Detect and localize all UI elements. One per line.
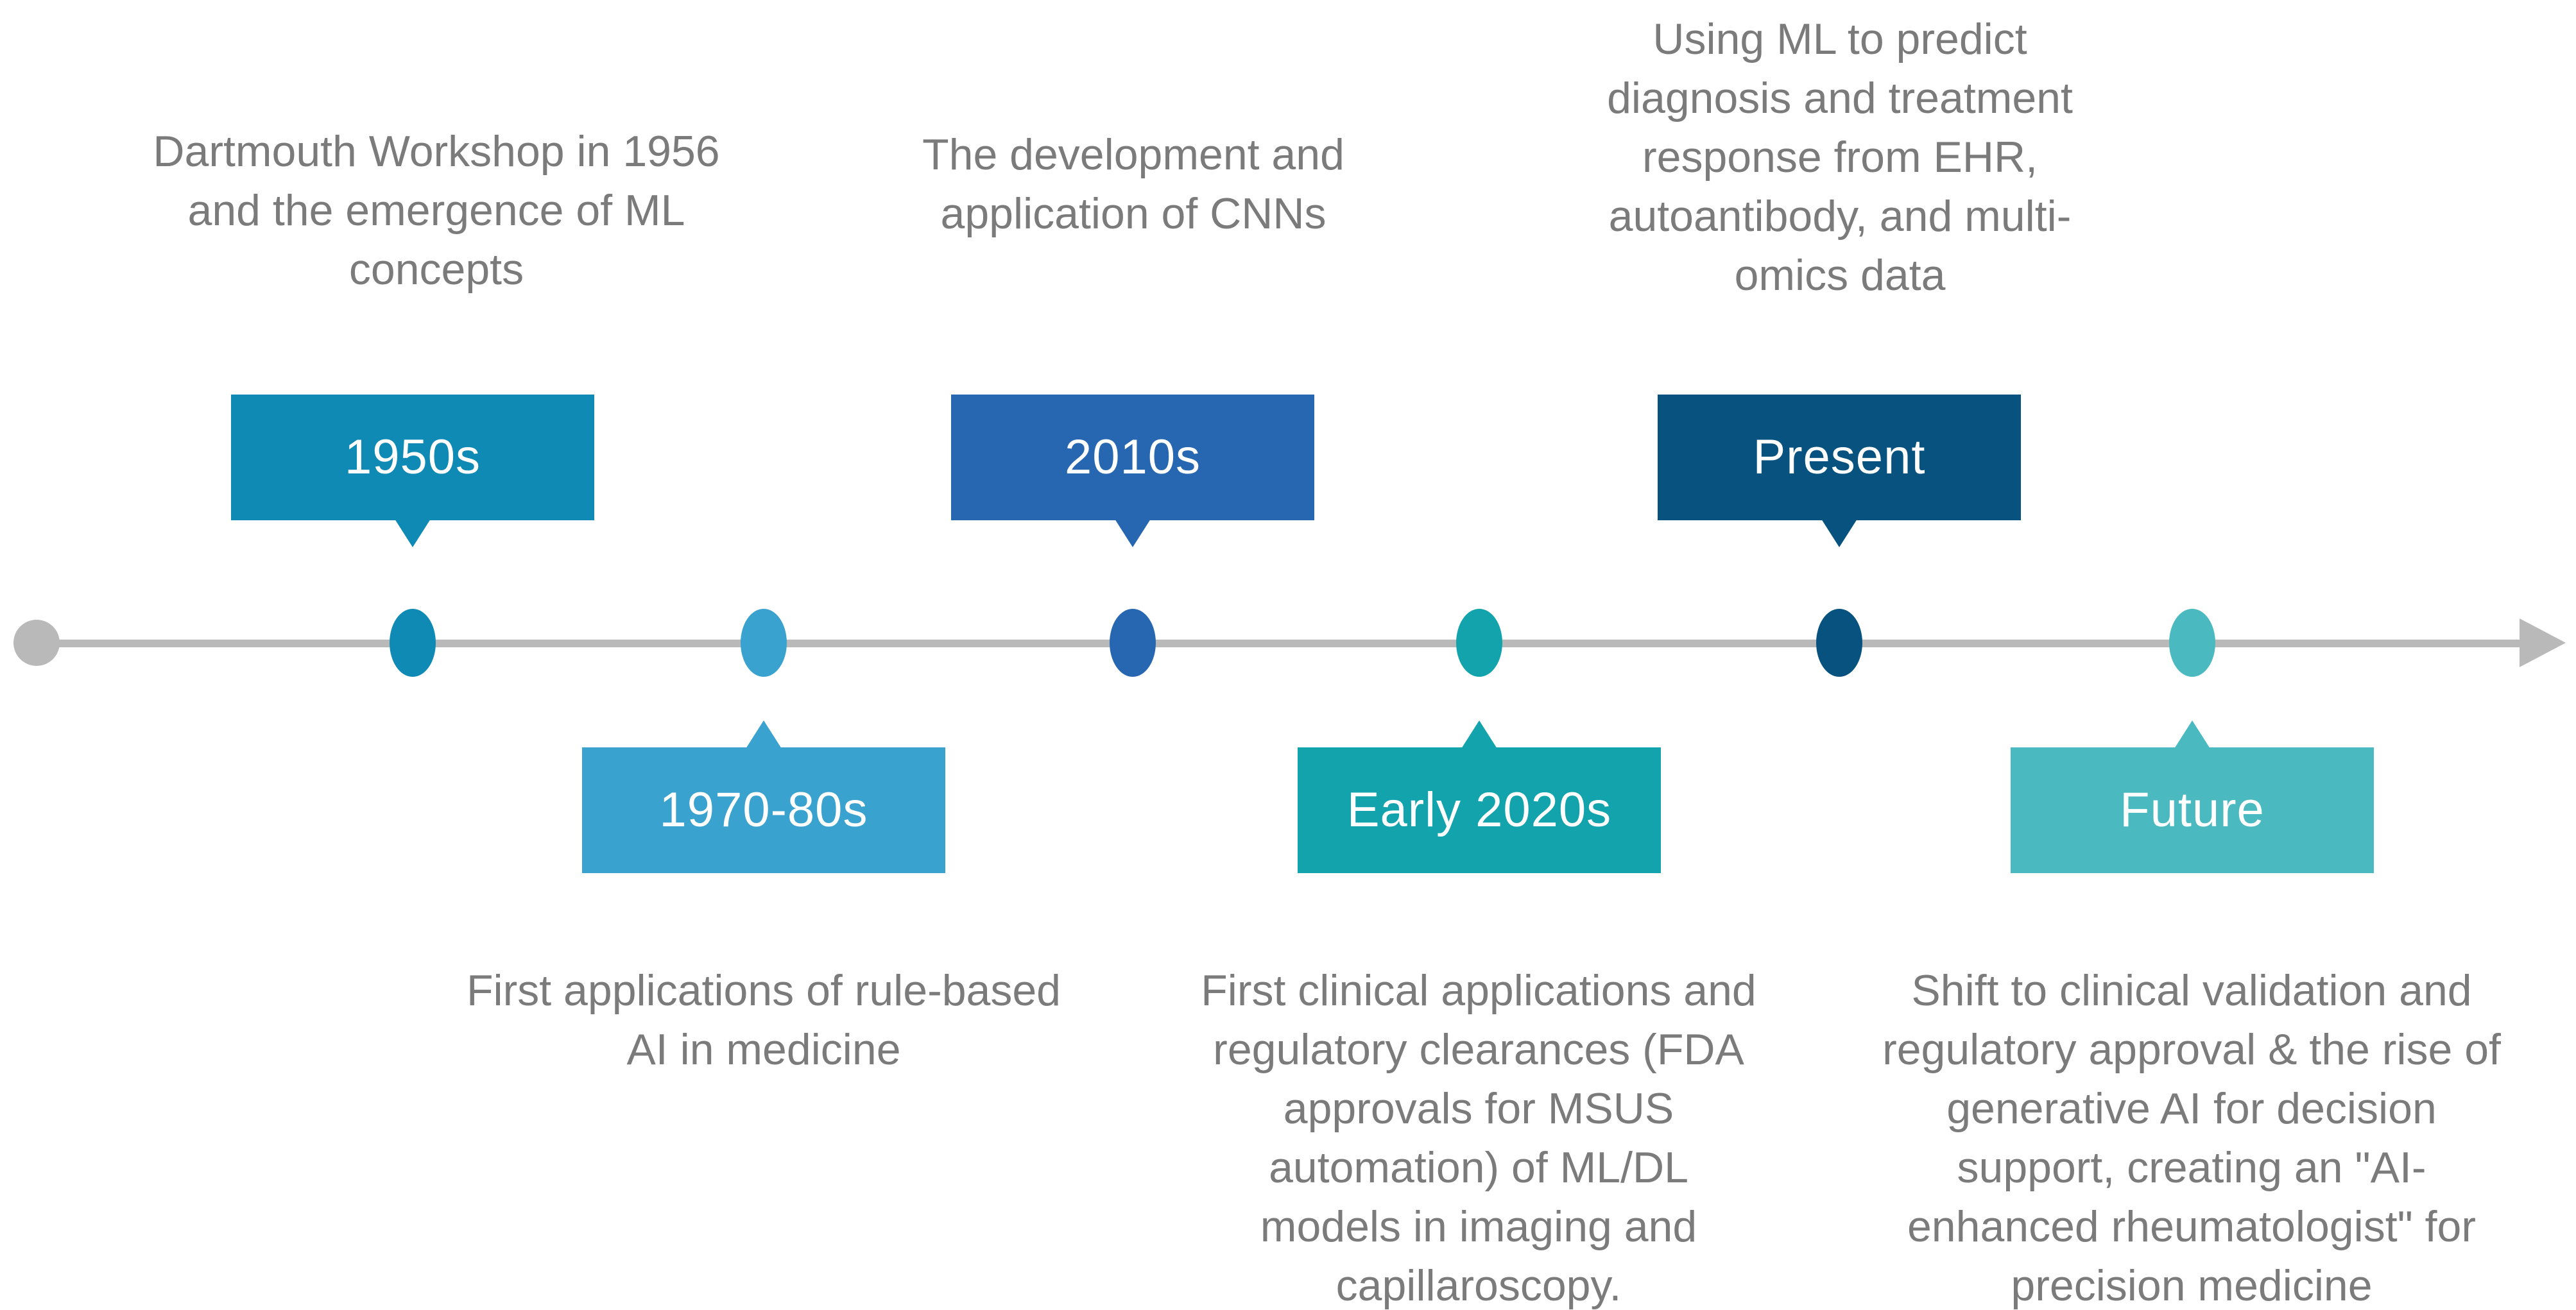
timeline-arrow-icon	[2520, 618, 2566, 667]
event-description: First clinical applications and regulato…	[1201, 966, 1756, 1310]
event-description: Shift to clinical validation and regulat…	[1882, 966, 2501, 1310]
timeline-start-dot	[13, 620, 60, 666]
label-box-tail	[1115, 519, 1151, 547]
event-label: Present	[1753, 430, 1926, 484]
label-box-tail	[1461, 720, 1497, 749]
timeline-dot	[1816, 609, 1862, 677]
label-box-tail	[1821, 519, 1857, 547]
timeline-dot	[1110, 609, 1156, 677]
event-label: Future	[2120, 783, 2265, 837]
label-box-tail	[2174, 720, 2210, 749]
event-label-box: 2010s	[951, 395, 1314, 547]
event-description: The development and application of CNNs	[922, 130, 1344, 238]
timeline-dot	[390, 609, 436, 677]
event-label-box: 1950s	[231, 395, 594, 547]
event-label-box: Future	[2011, 720, 2374, 873]
label-box-tail	[746, 720, 782, 749]
event-description: Using ML to predict diagnosis and treatm…	[1607, 15, 2073, 300]
event-label: 2010s	[1064, 430, 1201, 484]
event-label: 1970-80s	[659, 783, 868, 837]
event-label: Early 2020s	[1346, 783, 1612, 837]
event-label-box: Present	[1658, 395, 2021, 547]
timeline-dot	[741, 609, 787, 677]
label-box-tail	[395, 519, 431, 547]
event-description: First applications of rule-based AI in m…	[466, 966, 1061, 1074]
timeline-dot	[1456, 609, 1502, 677]
event-label-box: 1970-80s	[582, 720, 945, 873]
timeline-dot	[2169, 609, 2215, 677]
event-label-box: Early 2020s	[1298, 720, 1661, 873]
timeline-line	[15, 640, 2522, 647]
event-label: 1950s	[344, 430, 481, 484]
event-description: Dartmouth Workshop in 1956 and the emerg…	[153, 127, 720, 294]
